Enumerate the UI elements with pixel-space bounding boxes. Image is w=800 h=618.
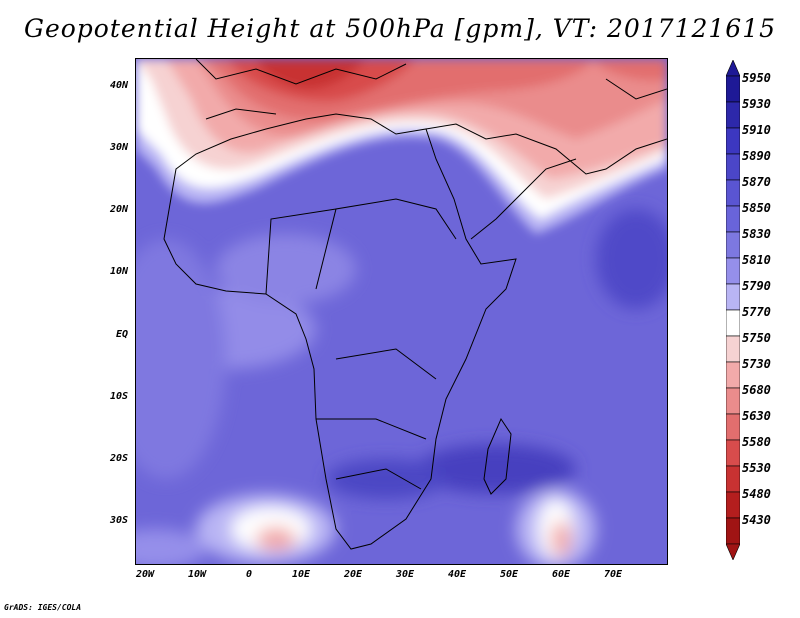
colorbar-label: 5930 [742, 97, 771, 111]
lon-label-20w: 20W [135, 569, 155, 580]
grads-credit: GrADS: IGES/COLA [4, 603, 82, 612]
colorbar-segment [726, 231, 740, 259]
colorbar-segment [726, 335, 740, 363]
colorbar-label: 5850 [742, 201, 771, 215]
colorbar-segment [726, 465, 740, 493]
colorbar-segment [726, 101, 740, 129]
lat-label-20n: 20N [109, 204, 128, 215]
map-panel [135, 58, 668, 565]
colorbar-label: 5810 [742, 253, 771, 267]
colorbar-label: 5770 [742, 305, 771, 319]
height-field-map [136, 59, 667, 564]
colorbar-label: 5950 [742, 71, 771, 85]
colorbar-label: 5750 [742, 331, 771, 345]
lat-label-10n: 10N [109, 266, 128, 277]
colorbar-label: 5870 [742, 175, 771, 189]
lon-label-20e: 20E [343, 569, 363, 580]
coastlines [163, 59, 667, 550]
colorbar-segment [726, 439, 740, 467]
colorbar [726, 60, 740, 560]
colorbar-segment [726, 361, 740, 389]
lon-label-50e: 50E [499, 569, 519, 580]
colorbar-min-arrow [726, 543, 740, 560]
northern-contours [136, 59, 667, 234]
lon-label-10e: 10E [291, 569, 311, 580]
colorbar-segment [726, 179, 740, 207]
colorbar-label: 5680 [742, 383, 771, 397]
colorbar-segment [726, 413, 740, 441]
colorbar-segment [726, 387, 740, 415]
colorbar-segment [726, 309, 740, 337]
colorbar-segment [726, 153, 740, 181]
colorbar-segment [726, 257, 740, 285]
colorbar-label: 5630 [742, 409, 771, 423]
lon-label-0: 0 [245, 569, 253, 580]
colorbar-label: 5730 [742, 357, 771, 371]
lat-label-40n: 40N [109, 80, 128, 91]
colorbar-segment [726, 283, 740, 311]
colorbar-label: 5890 [742, 149, 771, 163]
colorbar-label: 5480 [742, 487, 771, 501]
colorbar-segment [726, 517, 740, 545]
colorbar-label: 5430 [742, 513, 771, 527]
colorbar-segment [726, 127, 740, 155]
colorbar-segment [726, 75, 740, 103]
lon-label-40e: 40E [447, 569, 467, 580]
lat-label-20s: 20S [109, 453, 128, 464]
colorbar-max-arrow [726, 60, 740, 77]
colorbar-label: 5910 [742, 123, 771, 137]
lat-label-eq: EQ [115, 329, 128, 340]
field-shading [136, 209, 667, 564]
lat-label-10s: 10S [109, 391, 128, 402]
lat-label-30n: 30N [109, 142, 128, 153]
colorbar-label: 5830 [742, 227, 771, 241]
lon-label-10w: 10W [187, 569, 207, 580]
lat-label-30s: 30S [109, 515, 128, 526]
colorbar-label: 5790 [742, 279, 771, 293]
colorbar-label: 5580 [742, 435, 771, 449]
colorbar-label: 5530 [742, 461, 771, 475]
chart-title: Geopotential Height at 500hPa [gpm], VT:… [23, 14, 777, 43]
lon-label-60e: 60E [551, 569, 571, 580]
colorbar-segment [726, 491, 740, 519]
colorbar-segment [726, 205, 740, 233]
lon-label-30e: 30E [395, 569, 415, 580]
lon-label-70e: 70E [603, 569, 623, 580]
